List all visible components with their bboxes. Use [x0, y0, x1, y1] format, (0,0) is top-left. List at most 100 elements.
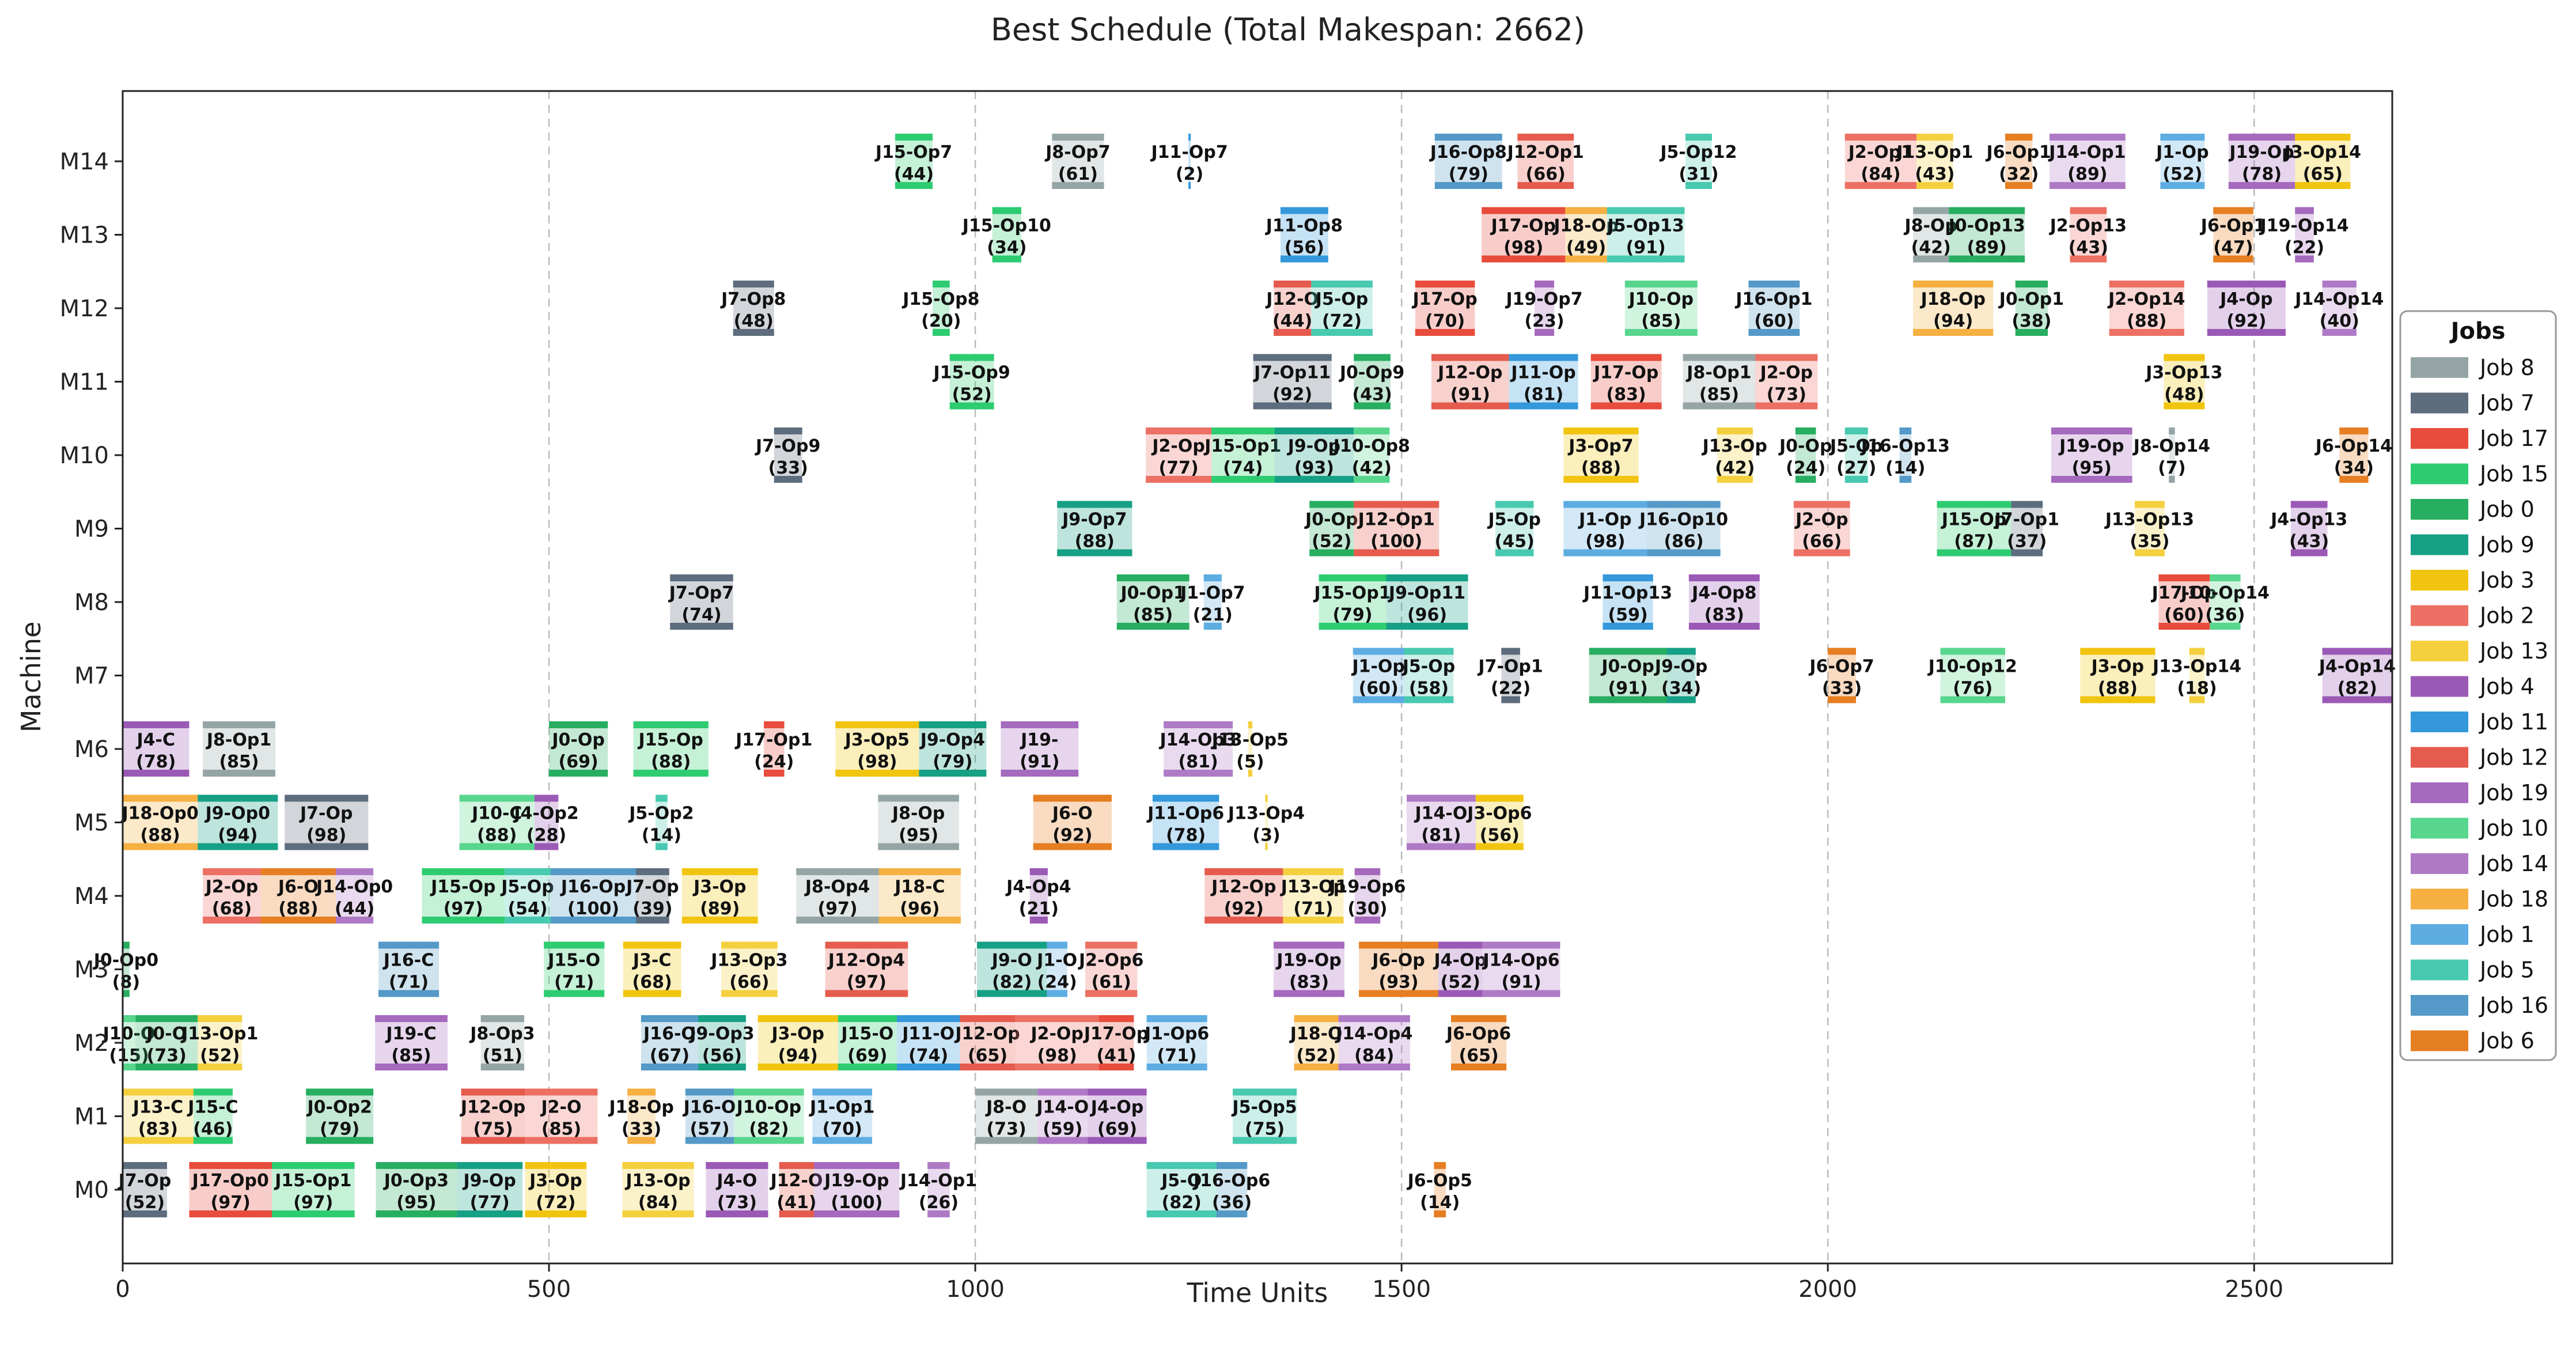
- op-top-edge: [1354, 427, 1390, 434]
- op-bar-M12-33: J2-Op14(88): [2107, 281, 2185, 336]
- op-fill: [1501, 648, 1520, 703]
- op-label: J16-Op6: [1192, 1171, 1270, 1191]
- op-bar-M4-120: J4-Op4(21): [1005, 868, 1071, 924]
- op-top-edge: [933, 281, 950, 287]
- op-bottom-edge: [1116, 623, 1189, 630]
- op-bar-M3-125: J16-C(71): [378, 941, 440, 997]
- op-fill: [123, 721, 190, 777]
- legend-swatch-7: [2411, 605, 2468, 626]
- legend-label-11: Job 12: [2479, 745, 2548, 770]
- op-duration: (34): [1661, 679, 1701, 699]
- op-bottom-edge: [2051, 476, 2132, 483]
- op-bottom-edge: [1495, 549, 1534, 557]
- op-duration: (89): [700, 899, 740, 919]
- op-top-edge: [1590, 354, 1662, 361]
- op-label: J4-C: [135, 730, 175, 750]
- op-top-edge: [1748, 281, 1800, 287]
- op-top-edge: [1359, 941, 1438, 949]
- op-top-edge: [1233, 1088, 1297, 1096]
- plot-frame: [122, 90, 2393, 1265]
- op-bottom-edge: [975, 1137, 1038, 1144]
- op-fill: [1152, 794, 1219, 850]
- op-fill: [549, 721, 608, 777]
- op-duration: (59): [1608, 605, 1648, 625]
- op-top-edge: [1563, 427, 1639, 434]
- op-top-edge: [627, 1088, 656, 1096]
- op-top-edge: [633, 721, 709, 728]
- y-tick-label-M4: M4: [74, 883, 109, 910]
- op-top-edge: [1309, 501, 1354, 508]
- op-bottom-edge: [1354, 549, 1439, 557]
- op-bottom-edge: [260, 917, 336, 924]
- op-top-edge: [1294, 1015, 1339, 1022]
- op-bar-M2-142: J16-O(67): [641, 1015, 699, 1070]
- op-label: J5-Op12: [1659, 142, 1737, 162]
- op-fill: [1450, 1015, 1507, 1070]
- op-fill: [838, 1015, 897, 1070]
- op-fill: [375, 1015, 448, 1070]
- op-top-edge: [1353, 648, 1404, 655]
- op-duration: (85): [219, 752, 259, 772]
- op-bar-M2-146: J11-O(74): [896, 1015, 960, 1070]
- op-bar-M4-119: J18-C(96): [878, 868, 961, 924]
- op-bar-M2-140: J19-C(85): [375, 1015, 448, 1070]
- legend-swatch-4: [2411, 499, 2468, 520]
- op-bar-M8-71: J1-Op7(21): [1179, 574, 1245, 630]
- op-fill: [2189, 648, 2205, 703]
- op-bar-M9-66: J7-Op1(37): [1994, 501, 2059, 557]
- op-duration: (3): [1252, 826, 1280, 846]
- op-label: J17-Op: [1411, 289, 1477, 309]
- op-fill: [1052, 134, 1104, 189]
- grid-lines: [548, 91, 2255, 1263]
- op-label: J7-Op: [625, 877, 679, 897]
- op-bar-M3-130: J9-O(82): [977, 941, 1047, 997]
- op-fill: [975, 1088, 1038, 1144]
- op-fill: [457, 1162, 523, 1217]
- op-top-edge: [1913, 281, 1994, 287]
- op-fill: [1949, 207, 2025, 263]
- op-duration: (31): [1679, 164, 1718, 184]
- op-bottom-edge: [895, 182, 933, 189]
- op-bottom-edge: [1590, 402, 1662, 410]
- legend-swatch-5: [2411, 534, 2468, 555]
- op-label: J15-Op: [638, 730, 703, 750]
- op-fill: [1253, 354, 1332, 410]
- op-top-edge: [525, 1162, 587, 1169]
- op-fill: [1913, 281, 1994, 336]
- op-top-edge: [2158, 574, 2210, 581]
- op-fill: [1047, 941, 1067, 997]
- op-fill: [670, 574, 733, 630]
- op-fill: [198, 1015, 243, 1070]
- op-top-edge: [1755, 354, 1818, 361]
- op-top-edge: [949, 354, 994, 361]
- op-bar-M6-93: J3-Op5(98): [835, 721, 919, 777]
- op-top-edge: [123, 794, 198, 802]
- op-duration: (72): [1322, 311, 1362, 331]
- op-duration: (82): [2338, 679, 2377, 699]
- x-tick-label-1500: 1500: [1372, 1276, 1431, 1303]
- op-top-edge: [1319, 574, 1387, 581]
- op-label: J13-Op: [1702, 436, 1767, 456]
- op-duration: (100): [1370, 532, 1422, 552]
- op-label: J15-Op10: [961, 216, 1051, 236]
- op-label: J15-Op8: [901, 289, 979, 309]
- op-fill: [336, 868, 374, 924]
- op-fill: [422, 868, 505, 924]
- op-bar-M14-1: J8-Op7(61): [1044, 134, 1111, 189]
- op-label: J2-Op: [1759, 363, 1813, 383]
- op-fill: [1793, 501, 1850, 557]
- op-duration: (70): [1425, 311, 1465, 331]
- op-bottom-edge: [135, 1064, 198, 1070]
- op-bottom-edge: [927, 1210, 950, 1217]
- op-duration: (88): [477, 826, 517, 846]
- op-bar-M3-136: J14-Op6(91): [1482, 941, 1560, 997]
- op-duration: (61): [1058, 164, 1098, 184]
- op-label: J17-Op: [2151, 583, 2217, 603]
- op-fill: [1033, 794, 1112, 850]
- op-bar-M1-163: J8-O(73): [975, 1088, 1038, 1144]
- op-label: J3-Op14: [2283, 142, 2361, 162]
- op-bar-M13-21: J6-Op1(47): [2200, 207, 2266, 263]
- op-top-edge: [825, 941, 908, 949]
- op-duration: (71): [389, 973, 429, 993]
- op-fill: [2322, 648, 2392, 703]
